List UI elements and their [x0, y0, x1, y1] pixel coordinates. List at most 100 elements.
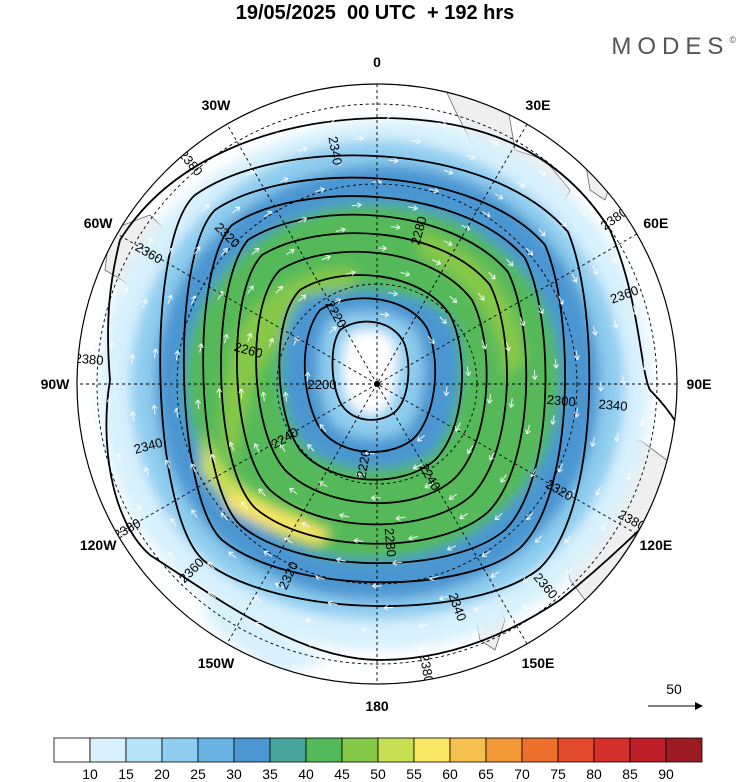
wind-arrow: [612, 318, 619, 329]
wind-arrow: [388, 157, 399, 164]
wind-arrow: [639, 416, 646, 427]
brand-name: MODES: [611, 33, 730, 60]
reference-vector: 50: [648, 681, 703, 710]
wind-arrow: [297, 217, 308, 223]
wind-arrow: [550, 415, 556, 425]
wind-arrow: [201, 204, 210, 212]
wind-arrow: [625, 471, 632, 481]
wind-arrow: [327, 600, 338, 607]
wind-arrow: [167, 294, 173, 304]
wind-arrow: [390, 224, 401, 231]
wind-arrow: [191, 509, 198, 518]
map-title: 19/05/2025 00 UTC + 192 hrs: [235, 2, 515, 24]
wind-arrow: [578, 207, 586, 216]
colorbar-swatch: [557, 737, 595, 763]
wind-arrow: [506, 258, 514, 267]
wind-arrow: [268, 337, 274, 348]
wind-arrow: [408, 205, 418, 211]
wind-arrow: [335, 227, 346, 233]
wind-arrow: [356, 471, 366, 478]
wind-arrow: [116, 452, 122, 463]
colorbar-tick-label: 90: [658, 766, 674, 782]
wind-arrow: [315, 187, 325, 193]
wind-arrow: [146, 237, 153, 247]
wind-arrow: [494, 513, 503, 521]
colorbar-tick-label: 80: [586, 766, 602, 782]
colorbar-tick-label: 10: [82, 766, 98, 782]
colorbar-swatch: [125, 737, 163, 763]
wind-arrow: [194, 246, 201, 255]
wind-arrow: [364, 450, 375, 457]
wind-arrow: [223, 158, 232, 165]
wind-arrow: [446, 545, 457, 551]
wind-arrow: [395, 515, 406, 521]
contour-label: 2300: [546, 392, 576, 409]
wind-arrow: [526, 247, 534, 256]
wind-arrow: [573, 407, 580, 418]
wind-arrow: [247, 285, 254, 294]
land-madagascar: [584, 149, 616, 201]
contour-2280: [236, 232, 508, 526]
wind-arrow: [362, 648, 373, 655]
wind-arrow: [443, 386, 450, 397]
wind-arrow: [220, 247, 228, 256]
wind-arrow: [574, 350, 580, 361]
wind-arrow: [538, 304, 544, 315]
colorbar-tick-label: 75: [550, 766, 566, 782]
wind-arrow: [207, 591, 217, 599]
wind-arrow: [427, 335, 435, 345]
wind-arrow: [304, 371, 311, 382]
wind-arrow: [488, 271, 496, 280]
wind-arrow: [641, 360, 648, 371]
wind-arrow: [122, 287, 129, 297]
wind-arrow: [144, 466, 150, 477]
wind-arrow: [336, 557, 346, 563]
wind-arrow: [130, 411, 136, 422]
wind-arrow: [443, 240, 453, 246]
wind-arrow: [411, 138, 421, 145]
colorbar-swatch: [413, 737, 451, 763]
wind-arrow: [592, 265, 599, 275]
wind-arrow: [353, 537, 364, 544]
colorbar-swatch: [377, 737, 415, 763]
wind-arrow: [465, 366, 472, 377]
wind-arrow: [305, 617, 315, 624]
wind-arrow: [392, 559, 403, 566]
colorbar-swatch: [305, 737, 343, 763]
wind-arrow: [598, 381, 604, 392]
wind-arrow: [174, 350, 181, 361]
contour-2260: [255, 250, 488, 504]
wind-arrow: [301, 522, 311, 528]
brand-mark: ©: [729, 35, 736, 45]
wind-arrow: [361, 626, 372, 633]
wind-arrow: [481, 550, 491, 557]
wind-arrow: [298, 294, 307, 302]
wind-arrow: [490, 140, 500, 147]
colorbar-tick-label: 65: [478, 766, 494, 782]
wind-arrow: [519, 317, 526, 327]
wind-arrow: [473, 605, 483, 612]
wind-arrow: [260, 391, 267, 402]
contour-label: 2340: [598, 396, 628, 413]
brand-logo: MODES©: [611, 33, 736, 61]
contour-label: 2260: [232, 339, 264, 361]
wind-arrow: [307, 640, 317, 647]
geopotential-contours: [105, 117, 677, 661]
wind-arrow: [601, 521, 608, 531]
contour-label: 2380: [598, 204, 630, 233]
colorbar-swatch: [665, 737, 703, 763]
wind-arrow: [168, 552, 176, 561]
meridian-label: 30W: [202, 97, 232, 113]
wind-arrow: [195, 399, 202, 410]
wind-arrow: [152, 348, 159, 359]
colorbar-swatch: [89, 737, 127, 763]
wind-arrow: [372, 583, 382, 589]
wind-arrow: [466, 154, 476, 160]
colorbar: 10 15 20 25 30 35 40 45 50 55 60 65 70 75 80 85 90: [53, 737, 703, 782]
wind-arrow: [325, 117, 336, 123]
wind-arrow: [534, 535, 543, 543]
wind-arrow: [416, 434, 426, 442]
contour-label: 2200: [308, 377, 337, 392]
wind-arrow: [286, 248, 295, 255]
wind-arrow: [614, 432, 620, 442]
